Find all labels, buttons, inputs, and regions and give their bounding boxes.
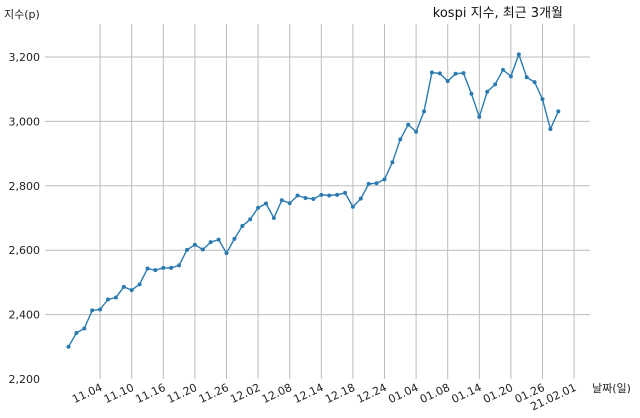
x-tick-label: 12.08 <box>260 381 294 406</box>
chart-title: kospi 지수, 최근 3개월 <box>433 6 563 21</box>
x-tick-label: 01.20 <box>481 381 515 406</box>
data-point <box>501 67 505 72</box>
x-tick-label: 11.20 <box>165 381 199 406</box>
y-tick-label: 3,200 <box>9 51 41 64</box>
data-point <box>532 80 537 85</box>
data-point <box>256 205 261 210</box>
data-point <box>66 344 71 349</box>
x-tick-label: 12.14 <box>292 381 326 406</box>
data-point <box>311 197 316 202</box>
data-points <box>66 52 561 349</box>
data-point <box>374 181 379 186</box>
y-tick-label: 3,000 <box>9 115 41 128</box>
x-tick-label: 01.04 <box>386 381 420 406</box>
data-point <box>516 52 521 57</box>
data-point <box>287 201 292 206</box>
data-point <box>216 237 221 242</box>
data-point <box>548 127 553 132</box>
data-point <box>508 74 513 79</box>
data-point <box>366 181 371 186</box>
data-point <box>398 137 403 142</box>
data-point <box>82 326 87 331</box>
data-point <box>271 216 276 220</box>
x-axis-label: 날짜(일) <box>592 381 631 395</box>
data-point <box>90 308 95 313</box>
x-tick-label: 12.24 <box>355 381 389 406</box>
data-point <box>485 89 490 94</box>
data-point <box>169 265 174 270</box>
data-point <box>121 284 126 289</box>
x-tick-label: 01.08 <box>418 381 452 406</box>
y-tick-label: 2,800 <box>9 180 41 193</box>
data-point <box>406 122 411 127</box>
data-point <box>327 193 332 198</box>
data-point <box>493 82 498 87</box>
data-point <box>556 109 561 114</box>
y-tick-label: 2,400 <box>9 309 41 322</box>
data-point <box>358 196 363 201</box>
data-point <box>113 295 118 300</box>
data-point <box>343 190 347 195</box>
data-point <box>74 330 79 335</box>
data-point <box>232 236 237 241</box>
data-point <box>200 247 205 252</box>
data-point <box>295 193 300 198</box>
data-point <box>161 265 166 270</box>
data-point <box>319 192 324 197</box>
grid <box>45 24 590 379</box>
data-point <box>98 307 103 312</box>
x-tick-label: 12.18 <box>323 381 357 406</box>
data-point <box>445 79 450 84</box>
data-point <box>192 242 197 247</box>
x-tick-label: 11.26 <box>197 381 231 406</box>
data-point <box>461 71 466 76</box>
data-point <box>382 177 387 182</box>
data-point <box>248 217 253 222</box>
data-point <box>279 198 284 203</box>
data-point <box>208 240 213 245</box>
x-tick-label: 11.10 <box>102 381 136 406</box>
y-axis-ticks: 2,200 2,400 2,600 2,800 3,000 3,200 <box>9 51 41 386</box>
data-point <box>540 97 545 102</box>
data-point <box>106 297 110 302</box>
data-point <box>437 71 442 76</box>
y-tick-label: 2,200 <box>9 373 41 386</box>
data-point <box>129 288 134 293</box>
data-point <box>477 114 482 119</box>
data-point <box>350 204 355 209</box>
data-point <box>264 201 268 206</box>
data-point <box>177 263 182 268</box>
data-point <box>185 247 189 252</box>
data-point <box>390 160 395 165</box>
data-point <box>335 192 340 197</box>
x-tick-label: 11.04 <box>70 381 104 406</box>
data-point <box>453 71 458 76</box>
data-point <box>224 251 229 256</box>
y-tick-label: 2,600 <box>9 244 41 257</box>
x-tick-label: 12.02 <box>228 381 262 406</box>
data-point <box>153 268 158 273</box>
data-point <box>303 196 308 201</box>
x-axis-ticks: 11.0411.1011.1611.2011.2612.0212.0812.14… <box>70 381 578 413</box>
data-point <box>469 91 474 96</box>
y-axis-label: 지수(p) <box>4 8 40 21</box>
data-point <box>145 266 150 271</box>
data-point <box>240 224 245 229</box>
x-tick-label: 11.16 <box>134 381 168 406</box>
data-point <box>137 282 142 287</box>
data-point <box>429 70 434 75</box>
x-tick-label: 01.14 <box>450 381 484 406</box>
data-point <box>422 109 426 114</box>
data-point <box>414 129 419 134</box>
data-point <box>524 75 529 80</box>
